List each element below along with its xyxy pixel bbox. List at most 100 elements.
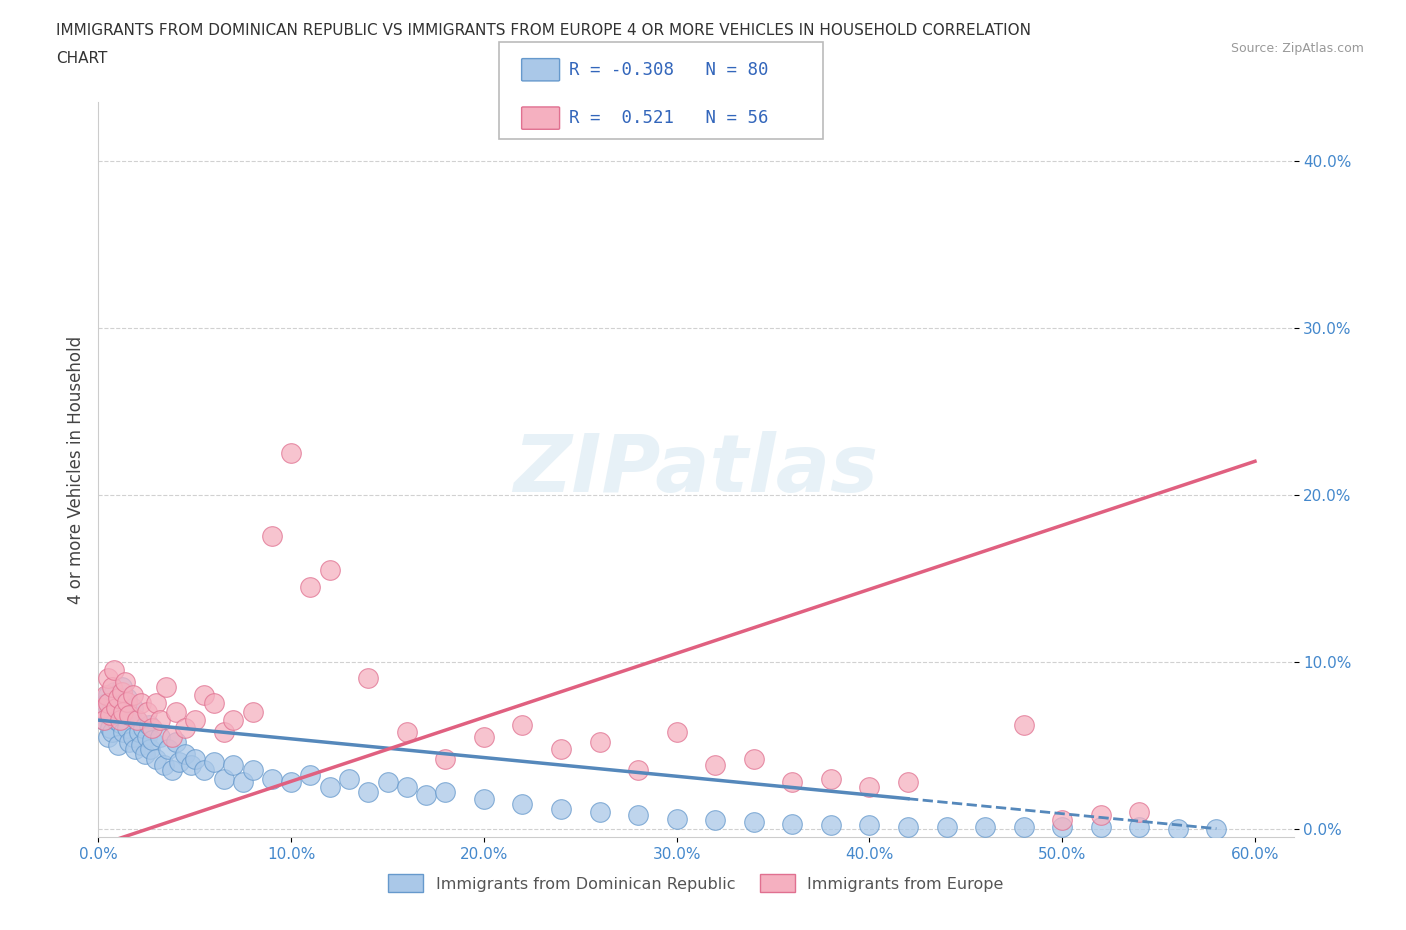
- Point: [319, 779, 342, 794]
- Point: [108, 712, 131, 727]
- Point: [93, 712, 115, 727]
- Point: [627, 763, 650, 777]
- Point: [107, 695, 129, 710]
- Point: [1128, 804, 1150, 819]
- Point: [202, 696, 225, 711]
- Point: [107, 691, 129, 706]
- Point: [117, 695, 139, 710]
- Point: [118, 708, 141, 723]
- Point: [165, 735, 187, 750]
- Point: [120, 708, 142, 723]
- Point: [897, 819, 920, 834]
- Point: [377, 775, 399, 790]
- Point: [110, 684, 132, 699]
- Point: [155, 679, 177, 694]
- Point: [193, 763, 215, 777]
- Point: [897, 775, 920, 790]
- Point: [299, 579, 322, 594]
- Point: [395, 724, 418, 739]
- Point: [704, 758, 727, 773]
- Point: [117, 721, 139, 736]
- Point: [193, 687, 215, 702]
- Point: [94, 687, 117, 702]
- Point: [93, 712, 115, 727]
- Point: [132, 721, 155, 736]
- Point: [122, 687, 145, 702]
- Text: CHART: CHART: [56, 51, 108, 66]
- Point: [97, 671, 120, 685]
- Point: [129, 737, 152, 752]
- Point: [665, 724, 688, 739]
- Point: [107, 737, 129, 752]
- Point: [135, 729, 157, 744]
- Point: [550, 801, 572, 816]
- Point: [299, 768, 322, 783]
- Point: [588, 804, 610, 819]
- Point: [935, 819, 957, 834]
- Text: ZIPatlas: ZIPatlas: [513, 431, 879, 509]
- Point: [134, 746, 156, 761]
- Point: [858, 817, 880, 832]
- Point: [101, 724, 124, 739]
- Point: [125, 712, 148, 727]
- Point: [222, 758, 245, 773]
- Point: [1205, 821, 1227, 836]
- Point: [242, 763, 264, 777]
- Point: [472, 729, 495, 744]
- Point: [337, 771, 360, 786]
- Point: [135, 704, 157, 719]
- Point: [104, 712, 127, 727]
- Point: [357, 671, 380, 685]
- Point: [97, 696, 120, 711]
- Point: [174, 746, 197, 761]
- Point: [665, 811, 688, 826]
- Point: [98, 721, 121, 736]
- Point: [512, 796, 534, 811]
- Point: [128, 724, 150, 739]
- Point: [104, 701, 127, 716]
- Point: [974, 819, 997, 834]
- Point: [160, 763, 183, 777]
- Point: [124, 741, 146, 756]
- Point: [149, 712, 172, 727]
- Point: [98, 708, 121, 723]
- Point: [1012, 819, 1035, 834]
- Point: [742, 751, 765, 766]
- Point: [114, 696, 136, 711]
- Point: [91, 704, 114, 719]
- Point: [112, 724, 135, 739]
- Point: [357, 785, 380, 800]
- Point: [160, 729, 183, 744]
- Point: [174, 721, 197, 736]
- Point: [97, 729, 120, 744]
- Point: [434, 785, 457, 800]
- Point: [1167, 821, 1189, 836]
- Text: R = -0.308   N = 80: R = -0.308 N = 80: [569, 60, 769, 79]
- Point: [108, 716, 131, 731]
- Point: [112, 704, 135, 719]
- Point: [212, 771, 235, 786]
- Point: [91, 701, 114, 716]
- Point: [97, 687, 120, 702]
- Point: [820, 817, 842, 832]
- Point: [1050, 819, 1073, 834]
- Point: [139, 741, 162, 756]
- Point: [149, 729, 172, 744]
- Point: [202, 754, 225, 769]
- Point: [118, 735, 141, 750]
- Point: [858, 779, 880, 794]
- Y-axis label: 4 or more Vehicles in Household: 4 or more Vehicles in Household: [66, 336, 84, 604]
- Point: [415, 788, 437, 803]
- Point: [94, 696, 117, 711]
- Point: [280, 445, 302, 460]
- Point: [129, 696, 152, 711]
- Point: [242, 704, 264, 719]
- Point: [103, 662, 125, 677]
- Point: [280, 775, 302, 790]
- Point: [153, 758, 176, 773]
- Point: [169, 754, 191, 769]
- Point: [627, 808, 650, 823]
- Point: [1090, 808, 1112, 823]
- Point: [122, 729, 145, 744]
- Point: [782, 775, 804, 790]
